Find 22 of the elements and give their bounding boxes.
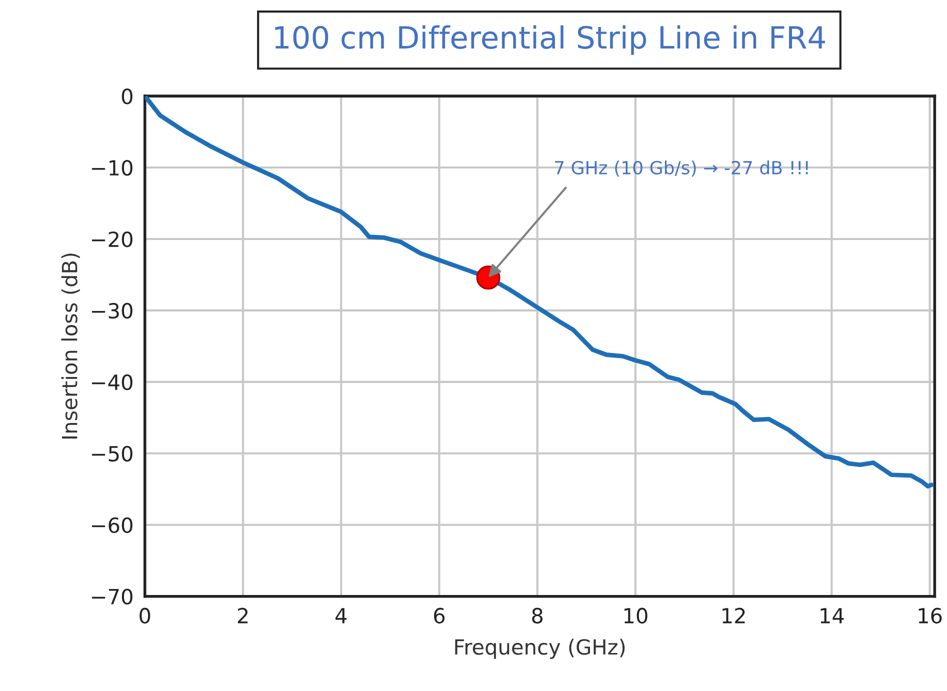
y-tick-label: −50 (92, 446, 132, 462)
x-tick-label: 12 (722, 608, 745, 624)
chart-title: 100 cm Differential Strip Line in FR4 (275, 25, 825, 55)
y-axis-title: Insertion loss (dB) (61, 254, 80, 439)
x-tick-label: 10 (624, 608, 648, 624)
y-tick-label: −40 (92, 374, 132, 390)
x-tick-label: 0 (140, 608, 150, 624)
y-tick-label: 0 (122, 88, 132, 104)
line-series (144, 96, 934, 488)
y-tick-label: −60 (92, 517, 132, 534)
y-tick-label: −10 (92, 160, 132, 176)
x-tick-label: 14 (820, 608, 844, 624)
x-tick-label: 8 (532, 608, 543, 624)
x-tick-label: 16 (918, 608, 942, 624)
x-axis-title: Frequency (GHz) (455, 638, 625, 659)
x-tick-label: 6 (434, 608, 445, 624)
annotation: 7 GHz (10 Gb/s) → -27 dB !!! (555, 160, 808, 177)
x-tick-label: 2 (238, 608, 248, 624)
y-tick-label: −70 (92, 588, 132, 605)
y-tick-label: −30 (92, 302, 132, 319)
x-tick-label: 4 (336, 608, 347, 624)
y-tick-label: −20 (92, 231, 132, 248)
